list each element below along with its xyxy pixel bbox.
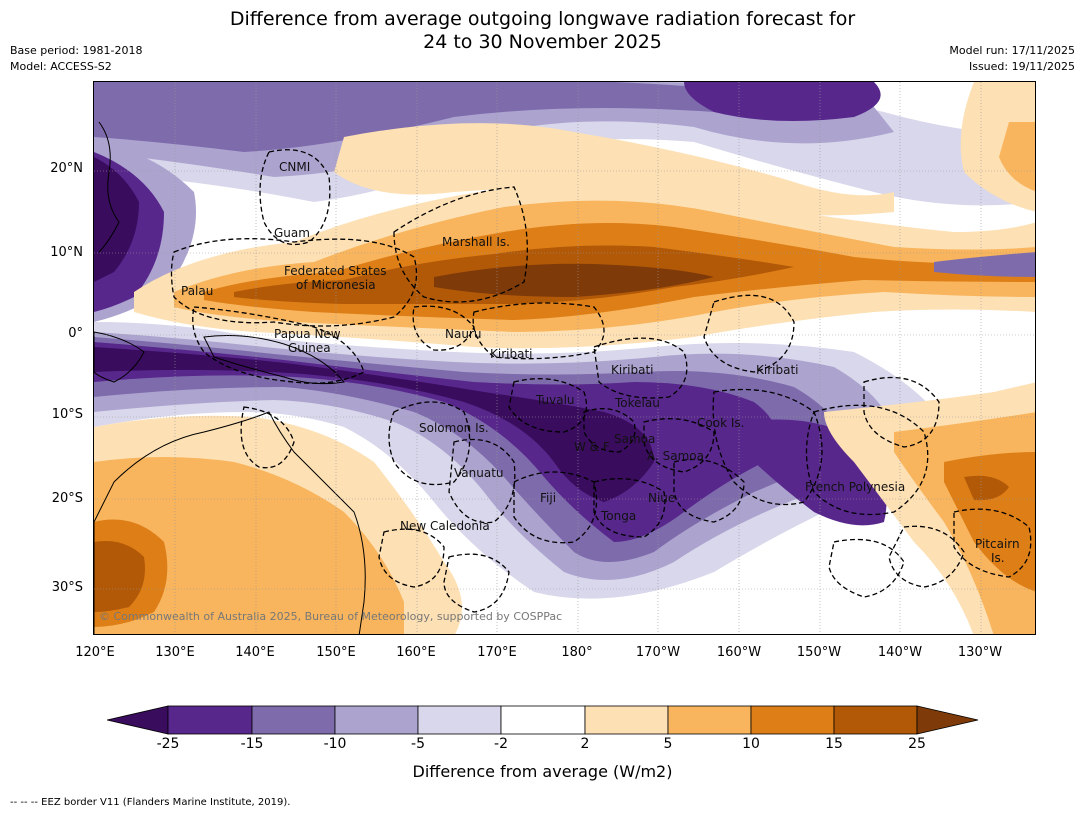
colorbar-bin-2 (251, 705, 336, 735)
lat-label-10n: 10°N (50, 245, 83, 260)
anomaly-nc-pale (334, 123, 894, 216)
landmass-borneo-sulawesi (94, 331, 145, 383)
colorbar-bin-8 (750, 705, 835, 735)
label-new-caledonia: New Caledonia (400, 519, 490, 533)
anomaly-equatorial-max (434, 263, 714, 297)
colorbar-extend-high (916, 705, 979, 735)
colorbar-tick-5: 2 (580, 736, 590, 752)
label-marshall-islands: Marshall Is. (442, 235, 510, 249)
copyright-notice: © Commonwealth of Australia 2025, Bureau… (99, 610, 563, 623)
lat-label-30s: 30°S (51, 580, 83, 595)
lon-label-140w: 140°W (877, 645, 923, 660)
colorbar (107, 705, 979, 735)
colorbar-tick-0: -25 (156, 736, 180, 752)
anomaly-sw-orange-deep (94, 541, 145, 612)
lon-label-160e: 160°E (396, 645, 436, 660)
title-line-2: 24 to 30 November 2025 (423, 31, 662, 53)
colorbar-label: Difference from average (W/m2) (412, 762, 673, 781)
colorbar-tick-7: 10 (742, 736, 760, 752)
colorbar-tick-4: -2 (494, 736, 508, 752)
label-samoa: Samoa (614, 432, 656, 446)
label-cook-islands: Cook Is. (697, 416, 745, 430)
anomaly-east-equatorial-purple (934, 252, 1035, 277)
label-png-line1: Papua New (274, 327, 341, 341)
map-title: Difference from average outgoing longwav… (0, 8, 1085, 54)
lon-label-140e: 140°E (235, 645, 275, 660)
label-micronesia-line1: Federated States (284, 264, 387, 278)
landmass-australia (94, 411, 366, 634)
label-solomon-islands: Solomon Is. (419, 421, 489, 435)
anomaly-se-orange-deep (964, 475, 1009, 501)
anomaly-sw-orange-mid (94, 457, 404, 634)
colorbar-tick-9: 25 (908, 736, 926, 752)
lon-label-170e: 170°E (477, 645, 517, 660)
label-nauru: Nauru (445, 327, 482, 341)
label-wallis-futuna: W & F (574, 440, 610, 454)
issued-date: Issued: 19/11/2025 (968, 60, 1075, 73)
lat-label-20s: 20°S (51, 491, 83, 506)
lon-label-150e: 150°E (316, 645, 356, 660)
colorbar-bin-9 (833, 705, 918, 735)
anomaly-se-orange-strong (944, 452, 1035, 592)
graticule (94, 82, 1035, 634)
map-panel: CNMI Guam Marshall Is. Federated States … (93, 81, 1036, 635)
title-line-1: Difference from average outgoing longwav… (229, 8, 856, 30)
colorbar-tick-8: 15 (825, 736, 843, 752)
colorbar-tick-2: -10 (323, 736, 347, 752)
model-run: Model run: 17/11/2025 (949, 44, 1075, 57)
label-micronesia-line2: of Micronesia (296, 278, 376, 292)
olr-anomaly-map (94, 82, 1035, 634)
lat-label-equator: 0° (68, 326, 83, 341)
anomaly-north-purple-deep (684, 82, 881, 121)
lon-label-160w: 160°W (716, 645, 762, 660)
anomaly-north-purple-strong (94, 82, 834, 152)
lon-label-150w: 150°W (796, 645, 842, 660)
colorbar-tick-3: -5 (411, 736, 425, 752)
label-pitcairn-line1: Pitcairn (975, 537, 1020, 551)
anomaly-west-purple-deep (94, 157, 139, 282)
label-kiribati-west: Kiribati (490, 347, 533, 361)
colorbar-bin-7 (667, 705, 752, 735)
label-tuvalu: Tuvalu (536, 393, 575, 407)
eez-footnote: -- -- -- EEZ border V11 (Flanders Marine… (10, 797, 291, 808)
label-french-polynesia: French Polynesia (805, 480, 906, 494)
lon-label-180: 180° (561, 645, 593, 660)
anomaly-ne-orange2 (999, 122, 1035, 192)
label-png-line2: Guinea (288, 341, 331, 355)
colorbar-tick-6: 5 (663, 736, 673, 752)
colorbar-bin-5 (500, 705, 586, 735)
meta-right: Model run: 17/11/2025 Issued: 19/11/2025 (949, 43, 1075, 75)
label-niue: Niue (648, 491, 676, 505)
colorbar-bin-6 (584, 705, 669, 735)
label-vanuatu: Vanuatu (454, 466, 504, 480)
anomaly-spcz-deep (94, 347, 654, 502)
label-american-samoa: A. Samoa (647, 449, 704, 463)
label-fiji: Fiji (540, 491, 557, 505)
label-guam: Guam (274, 226, 310, 240)
lon-label-130w: 130°W (957, 645, 1003, 660)
label-palau: Palau (181, 284, 214, 298)
label-tokelau: Tokelau (615, 396, 660, 410)
label-cnmi: CNMI (279, 160, 311, 174)
colorbar-bin-1 (167, 705, 253, 735)
label-kiribati-central: Kiribati (611, 363, 654, 377)
lon-label-120e: 120°E (75, 645, 115, 660)
colorbar-bin-3 (334, 705, 419, 735)
landmass-philippines (98, 121, 120, 253)
eez-borders (170, 149, 1032, 613)
model-name: Model: ACCESS-S2 (10, 60, 112, 73)
lon-label-130e: 130°E (155, 645, 195, 660)
colorbar-bin-4 (417, 705, 502, 735)
meta-left: Base period: 1981-2018 Model: ACCESS-S2 (10, 43, 142, 75)
colorbar-tick-1: -15 (240, 736, 264, 752)
colorbar-extend-low (107, 705, 169, 735)
base-period: Base period: 1981-2018 (10, 44, 143, 57)
lat-label-10s: 10°S (51, 407, 83, 422)
lat-label-20n: 20°N (50, 161, 83, 176)
label-tonga: Tonga (601, 509, 637, 523)
label-kiribati-east: Kiribati (756, 363, 799, 377)
lon-label-170w: 170°W (635, 645, 681, 660)
label-pitcairn-line2: Is. (991, 551, 1005, 565)
